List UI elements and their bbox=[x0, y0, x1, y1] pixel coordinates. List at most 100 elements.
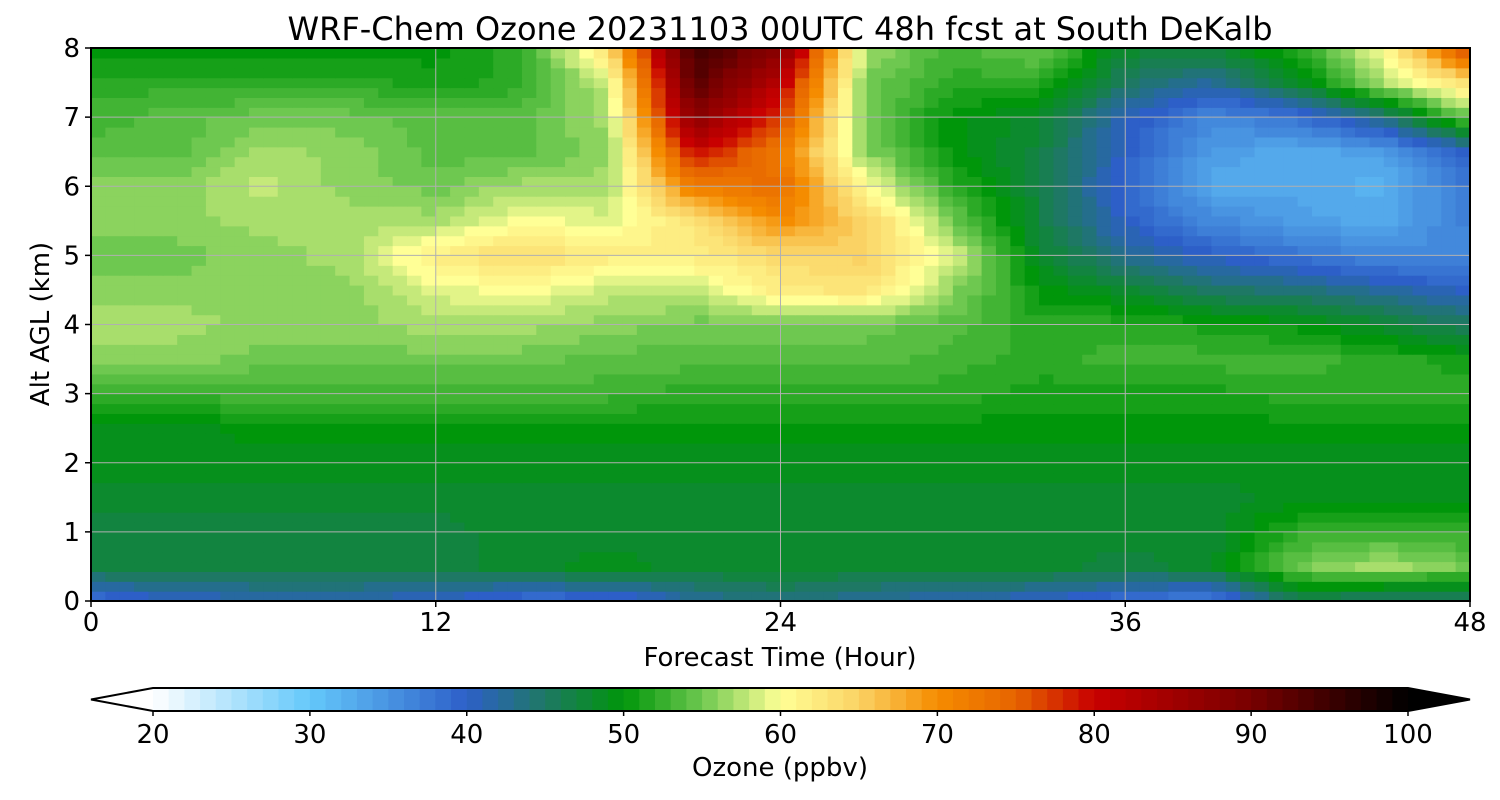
heatmap-cell bbox=[478, 146, 494, 158]
heatmap-cell bbox=[1024, 127, 1040, 138]
heatmap-cell bbox=[320, 196, 336, 207]
heatmap-cell bbox=[938, 127, 954, 138]
heatmap-cell bbox=[1426, 215, 1442, 227]
heatmap-cell bbox=[1096, 591, 1112, 601]
heatmap-cell bbox=[421, 136, 437, 148]
heatmap-cell bbox=[622, 324, 638, 335]
heatmap-cell bbox=[435, 591, 451, 601]
heatmap-cell bbox=[220, 502, 236, 513]
heatmap-cell bbox=[1067, 462, 1083, 474]
heatmap-cell bbox=[1412, 581, 1428, 592]
heatmap-cell bbox=[1254, 314, 1270, 326]
heatmap-cell bbox=[478, 275, 494, 286]
heatmap-cell bbox=[723, 156, 738, 168]
heatmap-cell bbox=[823, 522, 839, 533]
heatmap-cell bbox=[550, 393, 566, 405]
heatmap-cell bbox=[1441, 443, 1457, 454]
heatmap-cell bbox=[665, 541, 681, 553]
heatmap-cell bbox=[938, 294, 954, 306]
heatmap-cell bbox=[579, 127, 595, 138]
heatmap-cell bbox=[1254, 591, 1270, 601]
heatmap-cell bbox=[536, 413, 552, 424]
heatmap-cell bbox=[651, 225, 667, 237]
heatmap-cell bbox=[852, 166, 868, 177]
heatmap-cell bbox=[852, 413, 868, 424]
heatmap-cell bbox=[536, 215, 552, 227]
heatmap-cell bbox=[895, 97, 911, 108]
heatmap-cell bbox=[1110, 393, 1126, 405]
heatmap-cell bbox=[507, 581, 523, 592]
heatmap-cell bbox=[981, 107, 997, 118]
heatmap-cell bbox=[234, 373, 250, 385]
heatmap-cell bbox=[593, 551, 609, 563]
heatmap-cell bbox=[134, 166, 150, 177]
heatmap-cell bbox=[220, 324, 236, 335]
heatmap-cell bbox=[1355, 196, 1371, 207]
heatmap-cell bbox=[521, 324, 537, 335]
heatmap-cell bbox=[134, 443, 150, 454]
heatmap-cell bbox=[665, 551, 681, 563]
heatmap-cell bbox=[694, 255, 710, 266]
heatmap-cell bbox=[277, 324, 293, 335]
heatmap-cell bbox=[1311, 206, 1327, 217]
heatmap-cell bbox=[1383, 285, 1399, 296]
heatmap-cell bbox=[679, 87, 695, 98]
heatmap-cell bbox=[823, 107, 839, 118]
heatmap-cell bbox=[1398, 206, 1414, 217]
heatmap-cell bbox=[1182, 136, 1198, 148]
heatmap-cell bbox=[493, 334, 509, 345]
heatmap-cell bbox=[1053, 531, 1069, 543]
heatmap-cell bbox=[909, 502, 925, 513]
heatmap-cell bbox=[622, 512, 638, 523]
heatmap-cell bbox=[1110, 581, 1126, 592]
heatmap-cell bbox=[1053, 117, 1069, 128]
heatmap-cell bbox=[852, 127, 868, 138]
heatmap-cell bbox=[1426, 265, 1442, 276]
heatmap-cell bbox=[1398, 522, 1414, 533]
heatmap-cell bbox=[1153, 443, 1169, 454]
heatmap-cell bbox=[1412, 117, 1428, 128]
heatmap-cell bbox=[464, 87, 480, 98]
heatmap-cell bbox=[91, 443, 106, 454]
heatmap-cell bbox=[1125, 452, 1141, 464]
heatmap-cell bbox=[665, 275, 681, 286]
heatmap-cell bbox=[119, 512, 135, 523]
heatmap-cell bbox=[493, 502, 509, 513]
heatmap-cell bbox=[1355, 314, 1371, 326]
heatmap-cell bbox=[1311, 304, 1327, 316]
heatmap-cell bbox=[1455, 146, 1470, 158]
heatmap-cell bbox=[909, 413, 925, 424]
heatmap-cell bbox=[1369, 591, 1385, 601]
heatmap-cell bbox=[694, 176, 710, 187]
heatmap-cell bbox=[119, 522, 135, 533]
heatmap-cell bbox=[1441, 186, 1457, 197]
heatmap-cell bbox=[1110, 551, 1126, 563]
heatmap-cell bbox=[91, 413, 106, 424]
heatmap-cell bbox=[450, 581, 466, 592]
heatmap-cell bbox=[636, 383, 652, 395]
heatmap-cell bbox=[1383, 462, 1399, 474]
heatmap-cell bbox=[1326, 443, 1342, 454]
heatmap-cell bbox=[1211, 304, 1227, 316]
heatmap-cell bbox=[148, 77, 164, 89]
heatmap-cell bbox=[967, 383, 983, 395]
heatmap-cell bbox=[335, 156, 351, 168]
heatmap-cell bbox=[392, 502, 408, 513]
heatmap-cell bbox=[277, 452, 293, 464]
heatmap-cell bbox=[91, 136, 106, 148]
heatmap-cell bbox=[1024, 581, 1040, 592]
heatmap-cell bbox=[507, 364, 523, 375]
heatmap-cell bbox=[464, 314, 480, 326]
heatmap-cell bbox=[119, 285, 135, 296]
heatmap-cell bbox=[1153, 265, 1169, 276]
heatmap-cell bbox=[363, 423, 379, 434]
heatmap-cell bbox=[694, 571, 710, 582]
heatmap-cell bbox=[1311, 373, 1327, 385]
heatmap-cell bbox=[292, 502, 308, 513]
heatmap-cell bbox=[952, 512, 968, 523]
heatmap-cell bbox=[967, 127, 983, 138]
heatmap-cell bbox=[1383, 541, 1399, 553]
heatmap-cell bbox=[809, 245, 825, 256]
heatmap-cell bbox=[1254, 186, 1270, 197]
heatmap-cell bbox=[608, 561, 624, 572]
